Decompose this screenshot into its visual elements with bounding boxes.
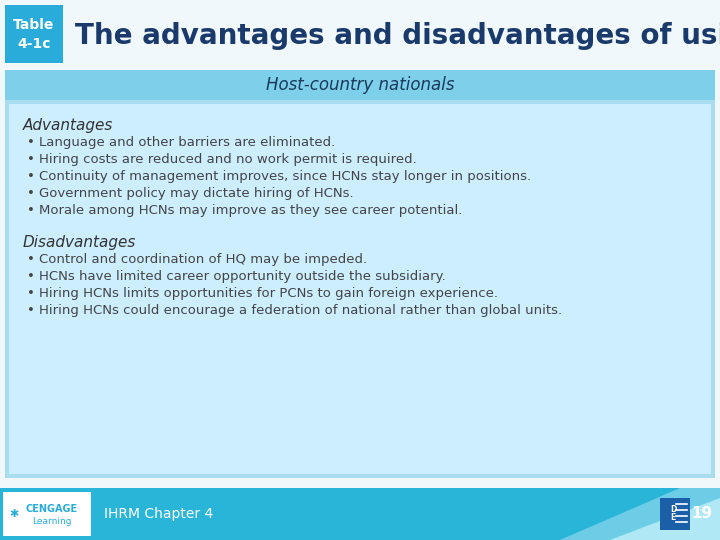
Text: Host-country nationals: Host-country nationals <box>266 76 454 94</box>
Text: •: • <box>27 304 35 317</box>
Text: Hiring costs are reduced and no work permit is required.: Hiring costs are reduced and no work per… <box>39 153 417 166</box>
Text: Hiring HCNs could encourage a federation of national rather than global units.: Hiring HCNs could encourage a federation… <box>39 304 562 317</box>
Text: The advantages and disadvantages of using HCNs: The advantages and disadvantages of usin… <box>75 22 720 50</box>
Text: •: • <box>27 204 35 217</box>
Text: •: • <box>27 270 35 283</box>
FancyBboxPatch shape <box>5 70 715 478</box>
Text: Language and other barriers are eliminated.: Language and other barriers are eliminat… <box>39 136 336 149</box>
Text: IHRM Chapter 4: IHRM Chapter 4 <box>104 507 213 521</box>
Text: E: E <box>670 514 675 523</box>
Text: •: • <box>27 170 35 183</box>
Text: •: • <box>27 253 35 266</box>
Text: •: • <box>27 136 35 149</box>
Text: Government policy may dictate hiring of HCNs.: Government policy may dictate hiring of … <box>39 187 354 200</box>
Text: HCNs have limited career opportunity outside the subsidiary.: HCNs have limited career opportunity out… <box>39 270 446 283</box>
Text: •: • <box>27 187 35 200</box>
Text: Control and coordination of HQ may be impeded.: Control and coordination of HQ may be im… <box>39 253 367 266</box>
Text: Disadvantages: Disadvantages <box>23 235 136 250</box>
FancyBboxPatch shape <box>5 5 63 63</box>
FancyBboxPatch shape <box>660 498 690 530</box>
Text: Table: Table <box>13 18 55 32</box>
Text: •: • <box>27 153 35 166</box>
Text: CENGAGE: CENGAGE <box>26 504 78 514</box>
Polygon shape <box>610 498 720 540</box>
Text: Hiring HCNs limits opportunities for PCNs to gain foreign experience.: Hiring HCNs limits opportunities for PCN… <box>39 287 498 300</box>
FancyBboxPatch shape <box>5 70 715 100</box>
FancyBboxPatch shape <box>0 488 720 540</box>
Text: Learning: Learning <box>32 516 72 525</box>
Text: D: D <box>670 505 676 515</box>
Text: 19: 19 <box>691 507 712 522</box>
Text: Advantages: Advantages <box>23 118 113 133</box>
Text: 4-1c: 4-1c <box>17 37 50 51</box>
FancyBboxPatch shape <box>3 492 91 536</box>
Text: •: • <box>27 287 35 300</box>
Polygon shape <box>560 488 720 540</box>
Text: Continuity of management improves, since HCNs stay longer in positions.: Continuity of management improves, since… <box>39 170 531 183</box>
Text: Morale among HCNs may improve as they see career potential.: Morale among HCNs may improve as they se… <box>39 204 462 217</box>
Text: ✱: ✱ <box>9 509 19 519</box>
FancyBboxPatch shape <box>9 104 711 474</box>
